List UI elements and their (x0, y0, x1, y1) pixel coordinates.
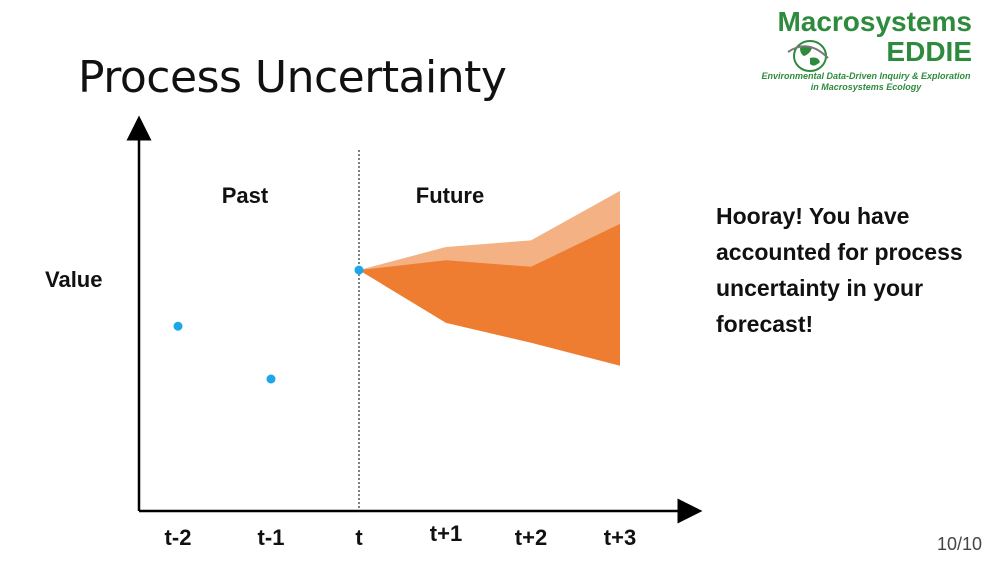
logo-title: Macrosystems (777, 6, 972, 37)
forecast-message: Hooray! You have accounted for process u… (716, 203, 963, 337)
data-point-t-2 (173, 321, 183, 331)
uncertainty-band-inner (359, 223, 620, 366)
x-tick-label: t (355, 525, 363, 550)
past-label: Past (222, 183, 269, 208)
macrosystems-eddie-logo: Macrosystems EDDIE Environmental Data-Dr… (740, 4, 980, 99)
logo-tagline-line-2: in Macrosystems Ecology (810, 82, 922, 92)
future-label: Future (416, 183, 484, 208)
slide-title: Process Uncertainty (78, 52, 507, 103)
x-tick-label: t+1 (430, 521, 462, 546)
page-number: 10/10 (936, 534, 982, 554)
x-tick-label: t-1 (258, 525, 285, 550)
x-tick-label: t+2 (515, 525, 547, 550)
x-tick-label: t+3 (604, 525, 636, 550)
x-tick-label: t-2 (165, 525, 192, 550)
data-point-t-1 (266, 374, 276, 384)
logo-subtitle: EDDIE (886, 36, 972, 67)
data-point-t (354, 265, 364, 275)
globe-icon (787, 40, 829, 72)
y-axis-label: Value (45, 267, 102, 292)
logo-tagline: Environmental Data-Driven Inquiry & Expl… (752, 71, 980, 93)
logo-tagline-line-1: Environmental Data-Driven Inquiry & Expl… (761, 71, 971, 81)
